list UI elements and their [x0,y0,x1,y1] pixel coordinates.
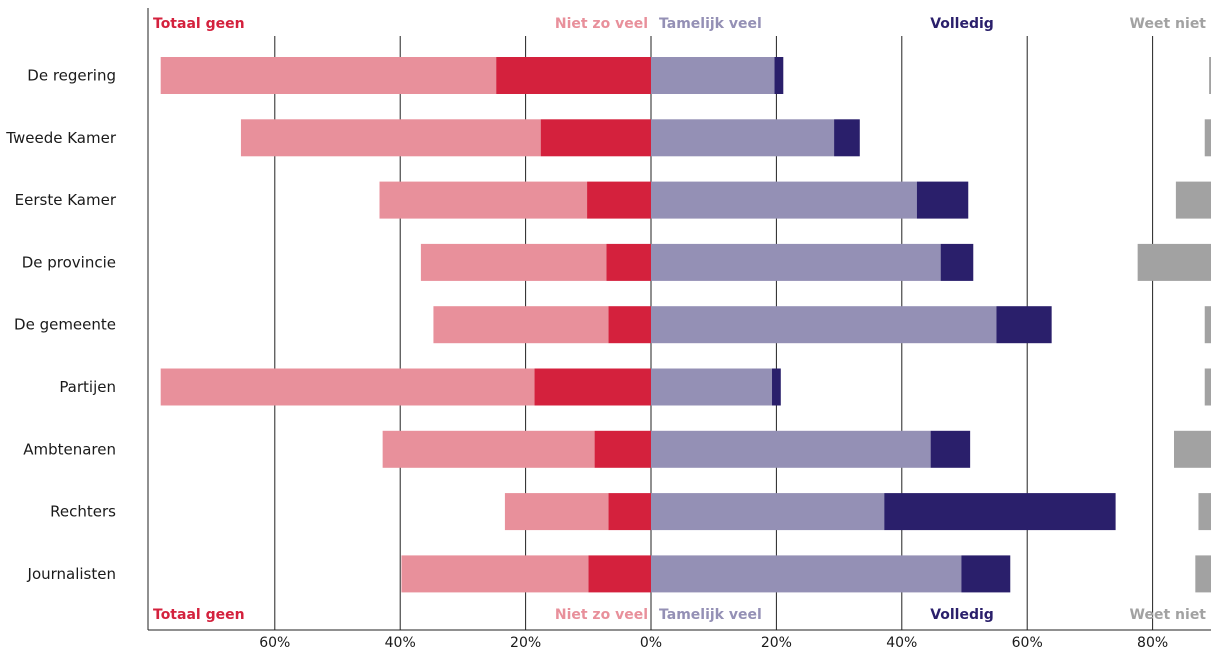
bar-niet-zo-veel [160,57,497,94]
bar-weet-niet [1204,368,1211,406]
bar-tamelijk-veel [651,430,931,468]
category-labels: De regering Tweede Kamer Eerste Kamer De pr… [5,67,117,583]
bar-tamelijk-veel [651,493,885,531]
legend-label-volledig: Volledig [930,607,994,623]
bar-weet-niet [1137,243,1211,281]
bar-tamelijk-veel [651,243,941,281]
bar-totaal-geen [594,430,651,468]
bar-totaal-geen [540,119,651,157]
bar-totaal-geen [608,493,651,531]
bar-volledig [996,306,1052,344]
legend-label-tamelijk-veel: Tamelijk veel [659,16,762,32]
bar-tamelijk-veel [651,368,773,406]
bar-weet-niet [1204,119,1211,157]
legend-label-niet-zo-veel: Niet zo veel [555,16,648,32]
bar-niet-zo-veel [160,368,535,406]
bar-niet-zo-veel [433,306,609,344]
legend-bottom: Totaal geen Niet zo veel Tamelijk veel Voll… [153,607,1206,623]
category-label: De gemeente [14,316,116,334]
bar-totaal-geen [587,181,651,219]
category-label: Eerste Kamer [15,191,117,209]
x-tick-label: 20% [510,635,541,650]
bar-totaal-geen [496,57,651,94]
category-label: Partijen [59,378,116,396]
bar-weet-niet [1204,306,1211,344]
legend-top: Totaal geen Niet zo veel Tamelijk veel Voll… [153,16,1206,32]
x-tick-label: 60% [259,635,290,650]
bar-volledig [834,119,860,157]
bars [160,57,1116,593]
legend-label-volledig: Volledig [930,16,994,32]
legend-label-weet-niet: Weet niet [1130,607,1207,623]
x-tick-label: 40% [886,635,917,650]
bar-tamelijk-veel [651,555,962,593]
bar-niet-zo-veel [401,555,589,593]
bar-tamelijk-veel [651,57,775,94]
bar-niet-zo-veel [240,119,541,157]
bar-weet-niet [1175,181,1211,219]
x-tick-label: 0% [640,635,662,650]
dont-know-bars [1137,57,1211,593]
bar-volledig [774,57,784,94]
x-tick-label: 40% [385,635,416,650]
x-axis-ticks: 60% 40% 20% 0% 20% 40% 60% 80% [259,635,1168,650]
bar-tamelijk-veel [651,181,917,219]
x-tick-label: 80% [1137,635,1168,650]
bar-weet-niet [1209,57,1211,94]
bar-volledig [916,181,969,219]
bar-volledig [961,555,1011,593]
bar-niet-zo-veel [420,243,607,281]
legend-label-totaal-geen: Totaal geen [153,16,245,32]
x-tick-label: 60% [1012,635,1043,650]
bar-volledig [884,493,1116,531]
category-label: De regering [27,67,116,85]
bar-totaal-geen [608,306,651,344]
bar-niet-zo-veel [382,430,595,468]
category-label: Ambtenaren [23,440,116,458]
bar-volledig [940,243,974,281]
bar-volledig [772,368,781,406]
category-label: Journalisten [27,565,116,583]
category-label: De provincie [22,253,116,271]
bar-weet-niet [1195,555,1211,593]
bar-totaal-geen [606,243,651,281]
bar-weet-niet [1198,493,1211,531]
bar-totaal-geen [534,368,651,406]
legend-label-niet-zo-veel: Niet zo veel [555,607,648,623]
bar-niet-zo-veel [379,181,588,219]
category-label: Tweede Kamer [5,129,117,147]
category-label: Rechters [50,503,116,521]
bar-tamelijk-veel [651,119,835,157]
legend-label-tamelijk-veel: Tamelijk veel [659,607,762,623]
bar-weet-niet [1174,430,1211,468]
legend-label-totaal-geen: Totaal geen [153,607,245,623]
bar-volledig [930,430,971,468]
legend-label-weet-niet: Weet niet [1130,16,1207,32]
bar-tamelijk-veel [651,306,997,344]
bar-niet-zo-veel [504,493,609,531]
x-tick-label: 20% [761,635,792,650]
bar-totaal-geen [588,555,651,593]
